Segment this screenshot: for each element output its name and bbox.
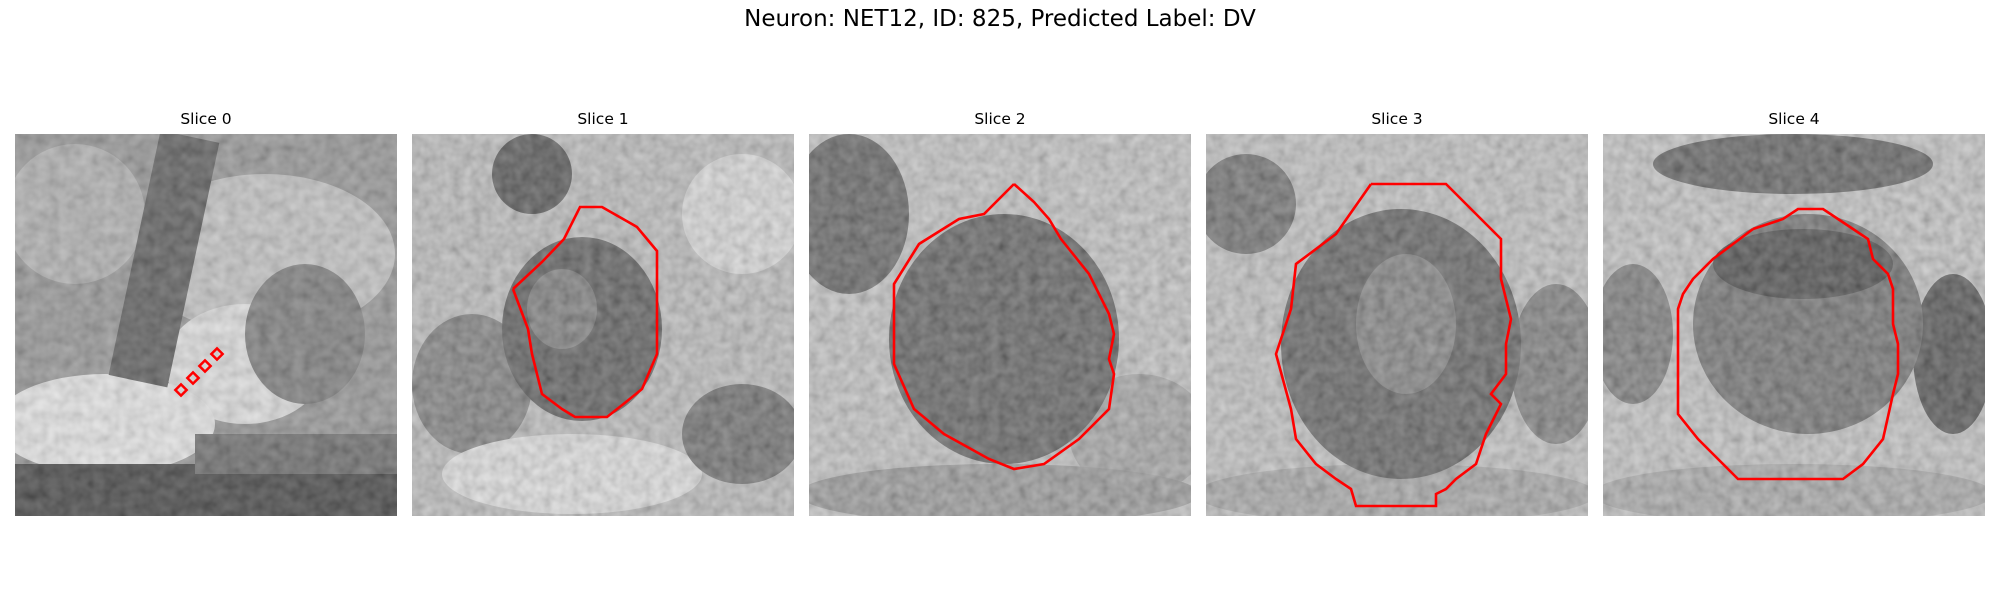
slice-image-3 [1206, 134, 1588, 516]
figure-title: Neuron: NET12, ID: 825, Predicted Label:… [744, 6, 1256, 32]
slice-panel-2: Slice 2 [809, 110, 1191, 516]
slice-panel-1: Slice 1 [412, 110, 794, 516]
slice-title-4: Slice 4 [1768, 110, 1820, 128]
slice-panel-0: Slice 0 [15, 110, 397, 516]
marker-squares [173, 346, 225, 398]
contour-slice-3 [1274, 182, 1513, 508]
slice-title-0: Slice 0 [180, 110, 232, 128]
slice-image-1 [412, 134, 794, 516]
slice-panel-3: Slice 3 [1206, 110, 1588, 516]
contour-slice-2 [892, 183, 1116, 471]
slice-title-2: Slice 2 [974, 110, 1026, 128]
contour-slice-4 [1676, 207, 1900, 481]
slice-image-2 [809, 134, 1191, 516]
slice-title-1: Slice 1 [577, 110, 629, 128]
slice-image-4 [1603, 134, 1985, 516]
slice-panel-4: Slice 4 [1603, 110, 1985, 516]
slice-title-3: Slice 3 [1371, 110, 1423, 128]
slice-image-0 [15, 134, 397, 516]
contour-slice-1 [511, 205, 659, 419]
